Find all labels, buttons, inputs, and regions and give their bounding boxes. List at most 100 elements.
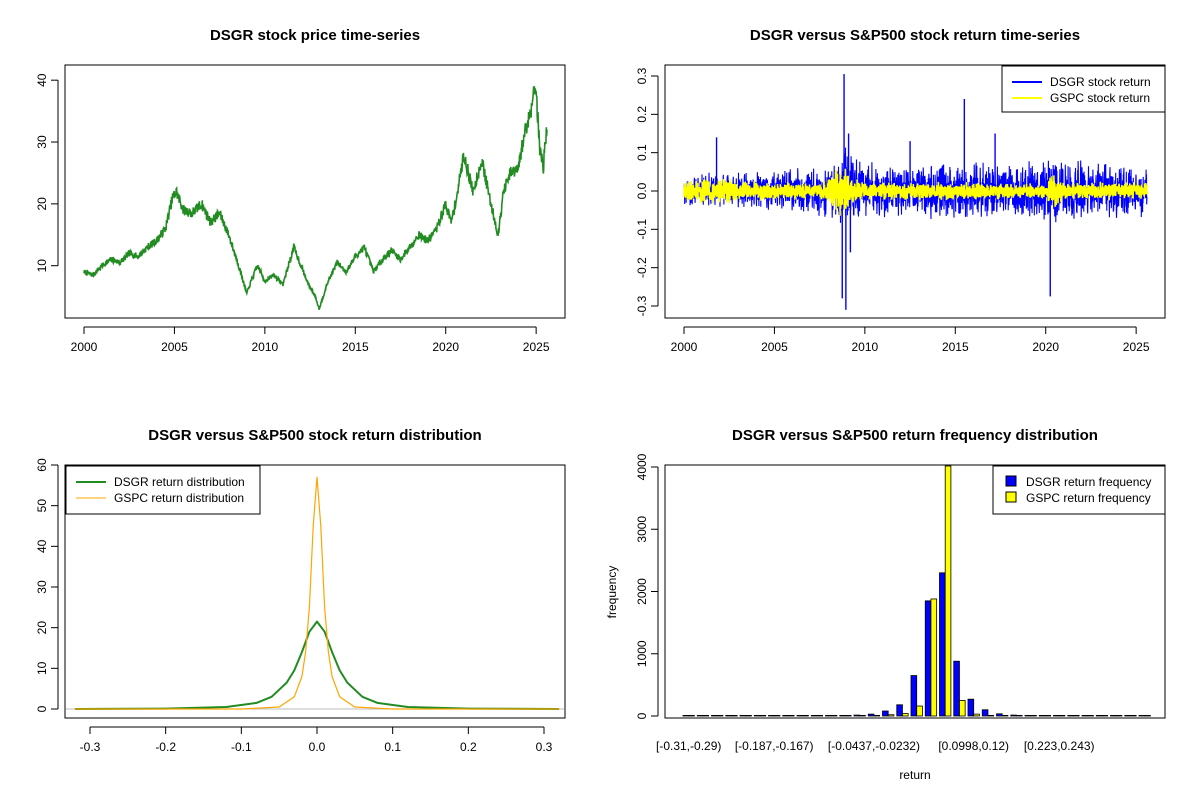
- gspc-density-line: [74, 476, 560, 710]
- density-y-tick-label: 60: [35, 458, 49, 472]
- dsgr-frequency-bar: [1038, 715, 1046, 717]
- gspc-return-series-line: [683, 168, 1148, 216]
- returns-chart-panel: DSGR versus S&P500 stock return time-ser…: [635, 27, 1166, 354]
- gspc-frequency-bar: [1001, 715, 1009, 717]
- price-x-tick-label: 2005: [161, 340, 188, 354]
- dsgr-frequency-bar: [711, 715, 718, 717]
- gspc-frequency-bar: [1144, 715, 1151, 717]
- frequency-y-axis-label: frequency: [605, 566, 619, 619]
- frequency-legend-label-gspc: GSPC return frequency: [1026, 491, 1151, 505]
- density-x-tick-label: 0.0: [309, 740, 326, 754]
- dsgr-frequency-bar: [896, 704, 903, 717]
- density-y-tick-label: 20: [35, 621, 49, 635]
- returns-x-tick-label: 2005: [761, 340, 788, 354]
- returns-x-tick-label: 2000: [671, 340, 698, 354]
- gspc-frequency-bar: [731, 715, 738, 717]
- dsgr-frequency-bar: [796, 715, 804, 717]
- gspc-frequency-bar: [702, 715, 710, 717]
- dsgr-frequency-bar: [753, 715, 761, 717]
- frequency-legend-swatch-gspc: [1005, 491, 1017, 503]
- density-chart-panel: DSGR versus S&P500 stock return distribu…: [35, 427, 566, 754]
- price-y-tick-label: 10: [35, 259, 49, 273]
- frequency-y-tick-label: 3000: [635, 516, 649, 543]
- dsgr-frequency-bar: [967, 698, 975, 717]
- returns-y-tick-label: -0.1: [635, 219, 649, 240]
- returns-axes: 2000 2005 2010 2015 2020 2025 -0.3 -0.2 -0.1 0.0 0…: [635, 67, 1150, 354]
- price-chart-title: DSGR stock price time-series: [210, 27, 420, 44]
- gspc-frequency-bar: [1073, 715, 1080, 717]
- density-y-tick-label: 0: [35, 705, 49, 712]
- density-x-tick-label: -0.2: [155, 740, 176, 754]
- frequency-x-tick-label: [-0.0437,-0.0232): [828, 739, 920, 753]
- price-axes: 2000 2005 2010 2015 2020 2025 10 20 30 40: [35, 73, 550, 354]
- gspc-frequency-bar: [873, 715, 881, 717]
- frequency-x-tick-label: [0.0998,0.12): [938, 739, 1009, 753]
- gspc-frequency-bar: [1087, 715, 1094, 717]
- frequency-legend-box: [992, 465, 1166, 515]
- dsgr-frequency-bar: [682, 715, 690, 717]
- dsgr-frequency-bar: [853, 714, 861, 717]
- frequency-chart-panel: DSGR versus S&P500 return frequency dist…: [605, 427, 1166, 782]
- frequency-x-tick-label: [0.223,0.243): [1024, 739, 1095, 753]
- gspc-frequency-bar: [845, 715, 852, 717]
- returns-legend-box: [1001, 65, 1166, 113]
- returns-marks: [683, 74, 1148, 310]
- price-plot-box: [64, 64, 566, 319]
- returns-legend: DSGR stock return GSPC stock return: [1001, 65, 1166, 113]
- returns-y-tick-label: 0.1: [635, 144, 649, 161]
- density-x-tick-label: -0.1: [231, 740, 252, 754]
- density-plot-box: [64, 464, 566, 719]
- frequency-x-axis-label: return: [899, 768, 930, 782]
- returns-x-tick-label: 2020: [1032, 340, 1059, 354]
- gspc-frequency-bar: [987, 714, 995, 717]
- gspc-frequency-bar: [973, 713, 980, 717]
- density-marks: [66, 476, 564, 710]
- price-x-tick-label: 2020: [432, 340, 459, 354]
- gspc-frequency-bar: [745, 715, 752, 717]
- density-y-tick-label: 30: [35, 580, 49, 594]
- returns-x-tick-label: 2025: [1123, 340, 1150, 354]
- gspc-frequency-bar: [959, 700, 966, 717]
- dsgr-frequency-bar: [810, 715, 818, 717]
- gspc-frequency-bar: [1044, 715, 1052, 717]
- dsgr-frequency-bar: [725, 715, 732, 717]
- frequency-plot-box: [664, 464, 1166, 719]
- gspc-frequency-bar: [788, 715, 795, 717]
- density-y-tick-label: 40: [35, 539, 49, 553]
- price-series-line: [83, 86, 548, 310]
- dsgr-frequency-bar: [996, 713, 1003, 717]
- returns-y-tick-label: 0.3: [635, 67, 649, 84]
- frequency-marks: [682, 465, 1151, 717]
- price-x-tick-label: 2010: [252, 340, 279, 354]
- returns-y-tick-label: -0.2: [635, 257, 649, 278]
- density-x-tick-label: 0.3: [536, 740, 553, 754]
- price-marks: [83, 86, 548, 310]
- density-legend-box: [65, 465, 261, 515]
- gspc-frequency-bar: [759, 715, 767, 717]
- density-axes: -0.3 -0.2 -0.1 0.0 0.1 0.2 0.3 0 10 20 30 40 50 60: [35, 458, 552, 754]
- returns-chart-title: DSGR versus S&P500 stock return time-ser…: [750, 27, 1080, 44]
- density-y-tick-label: 50: [35, 499, 49, 513]
- dsgr-frequency-bar: [924, 600, 932, 717]
- frequency-y-tick-label: 0: [635, 712, 649, 719]
- frequency-y-tick-label: 1000: [635, 640, 649, 667]
- dsgr-frequency-bar: [1138, 715, 1146, 717]
- dsgr-frequency-bar: [1110, 715, 1117, 717]
- frequency-chart-title: DSGR versus S&P500 return frequency dist…: [732, 427, 1098, 444]
- dsgr-frequency-bar: [867, 713, 875, 717]
- price-chart-panel: DSGR stock price time-series 2000 2005 201…: [35, 27, 566, 354]
- dsgr-frequency-bar: [1095, 715, 1103, 717]
- dsgr-frequency-bar: [839, 715, 846, 717]
- gspc-frequency-bar: [1101, 715, 1109, 717]
- gspc-frequency-bar: [930, 598, 938, 717]
- dsgr-frequency-bar: [782, 715, 789, 717]
- returns-plot-box: [664, 64, 1166, 319]
- gspc-frequency-bar: [944, 465, 952, 717]
- gspc-frequency-bar: [887, 714, 895, 717]
- dsgr-frequency-bar: [768, 715, 775, 717]
- gspc-frequency-bar: [902, 713, 909, 717]
- dsgr-frequency-bar: [939, 572, 946, 717]
- density-legend: DSGR return distribution GSPC return dis…: [65, 465, 261, 515]
- gspc-frequency-bar: [1115, 715, 1123, 717]
- dsgr-frequency-bar: [1024, 715, 1032, 717]
